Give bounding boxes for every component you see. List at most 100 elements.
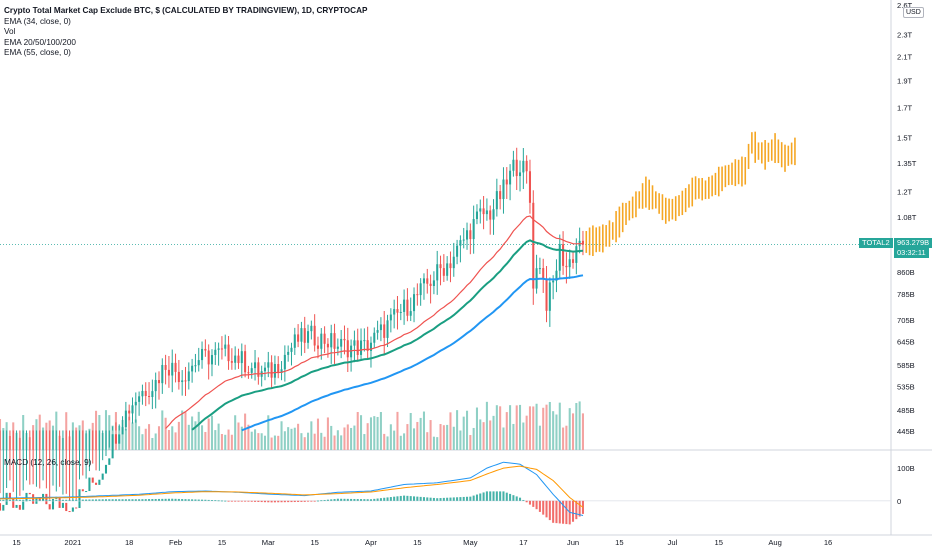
volume-bar	[542, 407, 545, 450]
candle-body	[393, 309, 396, 315]
macd-histogram-bar	[386, 497, 389, 501]
candle-body	[532, 202, 535, 289]
legend-item-ema34[interactable]: EMA (34, close, 0)	[4, 16, 71, 26]
volume-bar	[346, 424, 349, 450]
volume-bar	[181, 410, 184, 450]
volume-bar	[442, 425, 445, 450]
volume-bar	[386, 436, 389, 450]
macd-histogram-bar	[15, 499, 18, 501]
candle-body	[25, 492, 28, 502]
candle-body	[310, 325, 313, 332]
candle-body	[353, 340, 356, 346]
volume-bar	[518, 404, 522, 450]
macd-legend[interactable]: MACD (12, 26, close, 9)	[4, 458, 92, 467]
volume-bar	[552, 411, 555, 450]
candle-body	[456, 245, 459, 257]
macd-histogram-bar	[8, 499, 11, 501]
volume-bar	[244, 413, 247, 450]
macd-histogram-bar	[154, 498, 157, 501]
macd-histogram-bar	[38, 499, 41, 501]
candle-body	[141, 390, 144, 397]
candle-body	[419, 283, 422, 296]
macd-histogram-bar	[220, 500, 223, 502]
macd-histogram-bar	[124, 499, 127, 501]
macd-histogram-bar	[267, 500, 270, 503]
legend-title[interactable]: Crypto Total Market Cap Exclude BTC, $ (…	[4, 6, 368, 15]
volume-bar	[157, 426, 161, 450]
price-tick-label: 485B	[897, 406, 915, 415]
volume-bar	[403, 433, 406, 450]
macd-histogram-bar	[565, 500, 568, 525]
macd-histogram-bar	[88, 499, 91, 501]
candle-body	[442, 268, 445, 276]
macd-histogram-bar	[515, 496, 518, 501]
candle-body	[58, 496, 61, 508]
legend-item-ema-multi[interactable]: EMA 20/50/100/200	[4, 37, 76, 47]
volume-bar	[303, 437, 306, 450]
macd-histogram-bar	[104, 499, 108, 501]
macd-histogram-bar	[247, 500, 250, 502]
macd-histogram-bar	[326, 499, 329, 501]
volume-bar	[197, 411, 200, 450]
legend-item-ema55[interactable]: EMA (55, close, 0)	[4, 48, 71, 58]
macd-histogram-bar	[538, 500, 541, 512]
candle-body	[138, 396, 141, 402]
candle-body	[201, 348, 204, 361]
candle-body	[174, 362, 177, 372]
candle-body	[197, 360, 200, 366]
candle-body	[220, 348, 223, 350]
price-tick-label: 860B	[897, 268, 915, 277]
usd-currency-button[interactable]: USD	[903, 7, 924, 18]
volume-bar	[297, 423, 300, 450]
volume-bar	[104, 410, 108, 450]
volume-bar	[313, 433, 316, 450]
macd-histogram-bar	[214, 500, 217, 502]
macd-histogram-bar	[227, 500, 230, 502]
volume-bar	[167, 430, 170, 450]
volume-bar	[307, 432, 310, 450]
candle-body	[406, 299, 409, 316]
candle-body	[148, 396, 151, 398]
macd-histogram-bar	[48, 499, 51, 501]
price-tick-label: 1.2T	[897, 188, 913, 197]
legend-item-vol[interactable]: Vol	[4, 27, 16, 37]
macd-histogram-bar	[204, 499, 207, 501]
macd-histogram-bar	[562, 500, 565, 524]
candle-body	[167, 369, 170, 376]
macd-histogram-bar	[280, 500, 283, 503]
volume-bar	[436, 437, 439, 450]
macd-histogram-bar	[429, 497, 432, 501]
macd-histogram-bar	[5, 499, 8, 501]
volume-bar	[171, 426, 174, 450]
macd-histogram-bar	[283, 500, 286, 503]
macd-histogram-bar	[439, 498, 442, 501]
macd-histogram-bar	[316, 500, 320, 502]
volume-bar	[287, 427, 290, 450]
candle-body	[257, 362, 260, 377]
volume-bar	[250, 431, 253, 450]
volume-bar	[399, 435, 402, 450]
axes: 2.6T 2.3T 2.1T 1.9T 1.7T 1.5T 1.35T 1.2T 1.08T 86…	[12, 1, 916, 547]
candle-body	[555, 270, 558, 281]
macd-histogram-bar	[207, 499, 210, 501]
macd-histogram-bar	[528, 500, 531, 505]
macd-histogram-bar	[462, 496, 465, 501]
macd-histogram-bar	[499, 491, 502, 501]
candle-body	[545, 279, 548, 311]
macd-histogram-bar	[525, 500, 528, 503]
candle-body	[234, 355, 237, 363]
volume-bar	[449, 412, 452, 450]
volume-bar	[565, 425, 568, 450]
volume-bar	[340, 435, 343, 450]
volume-bar	[538, 425, 541, 450]
volume-bar	[343, 427, 346, 450]
candle-body	[379, 324, 382, 331]
time-tick-label: 15	[615, 538, 623, 547]
candle-body	[376, 330, 379, 333]
candle-body	[439, 264, 442, 269]
macd-pane	[0, 461, 891, 525]
candle-body	[366, 340, 369, 351]
macd-histogram-bar	[548, 500, 551, 521]
candle-body	[313, 325, 316, 346]
